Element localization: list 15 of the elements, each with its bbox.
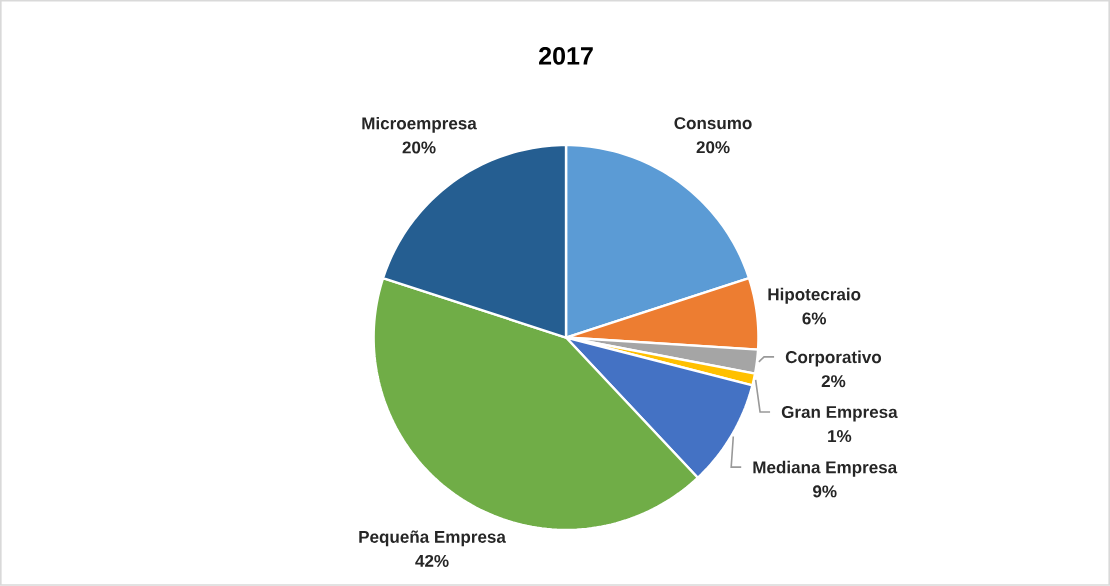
data-label: 42% [415, 554, 449, 567]
slice-label: Hipotecraio [768, 287, 861, 304]
data-label: 2% [821, 375, 846, 388]
data-label: 9% [813, 485, 837, 498]
slice-label: Mediana Empresa [753, 460, 898, 477]
slice-label: Corporativo [785, 350, 882, 367]
slice-label: Pequeña Empresa [359, 530, 506, 547]
data-label: 20% [696, 141, 730, 154]
data-label: 6% [802, 312, 827, 325]
data-label: 1% [828, 430, 852, 443]
chart-title: 2017 [539, 47, 593, 65]
slice-label: Consumo [674, 117, 752, 130]
slice-label: Microempresa [362, 116, 477, 133]
slice-label: Gran Empresa [781, 406, 898, 422]
data-label: 20% [402, 141, 436, 154]
